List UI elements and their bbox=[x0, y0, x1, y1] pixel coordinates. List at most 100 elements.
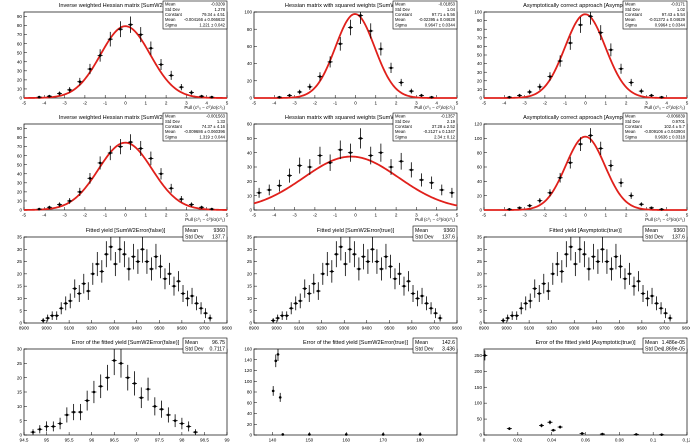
x-tick-label: 9400 bbox=[362, 326, 373, 331]
marker bbox=[123, 252, 126, 256]
data-point bbox=[168, 70, 174, 80]
stats-label: Mean bbox=[185, 228, 198, 234]
marker bbox=[129, 23, 132, 26]
marker bbox=[78, 80, 82, 84]
marker bbox=[587, 267, 591, 271]
x-tick-label: -1 bbox=[563, 101, 568, 106]
marker bbox=[271, 389, 275, 393]
marker bbox=[257, 191, 261, 195]
y-tick-label: 80 bbox=[17, 135, 23, 140]
stats-value: -0.0171 bbox=[671, 2, 686, 7]
data-point bbox=[633, 433, 639, 436]
stats-label: Sigma bbox=[625, 22, 638, 27]
data-point bbox=[279, 311, 285, 320]
marker bbox=[359, 14, 362, 17]
y-tick-label: 90 bbox=[17, 126, 23, 131]
data-point bbox=[203, 308, 208, 319]
y-tick-label: 50 bbox=[17, 50, 23, 55]
marker bbox=[37, 95, 41, 99]
marker bbox=[180, 422, 184, 425]
stats-value: 142.6 bbox=[442, 340, 455, 346]
data-point bbox=[539, 423, 545, 428]
marker bbox=[99, 384, 102, 388]
marker bbox=[646, 297, 649, 300]
data-point bbox=[46, 205, 52, 209]
y-tick-label: 40 bbox=[247, 150, 253, 155]
stats-label: Mean bbox=[185, 340, 198, 346]
data-point bbox=[588, 128, 594, 143]
data-point bbox=[138, 387, 144, 409]
data-point bbox=[178, 84, 184, 91]
plot-frame bbox=[23, 348, 228, 436]
marker bbox=[307, 292, 311, 295]
data-point bbox=[547, 420, 553, 425]
data-point bbox=[307, 83, 313, 90]
marker bbox=[655, 302, 658, 305]
marker bbox=[389, 165, 393, 169]
y-tick-label: 0 bbox=[479, 433, 482, 438]
data-point bbox=[287, 168, 293, 183]
x-tick-label: 3 bbox=[645, 213, 648, 218]
stats-value: -0.009686 ± 0.060396 bbox=[184, 129, 226, 134]
data-point bbox=[577, 16, 583, 33]
marker bbox=[190, 91, 193, 94]
x-tick-label: 2 bbox=[625, 213, 628, 218]
stats-label: Mean bbox=[395, 2, 406, 7]
y-tick-label: 0 bbox=[479, 321, 482, 326]
data-point bbox=[648, 206, 654, 210]
data-point bbox=[49, 311, 55, 320]
data-point bbox=[67, 87, 73, 93]
data-point bbox=[370, 237, 375, 263]
marker bbox=[50, 314, 54, 317]
chart-panel-5: Hessian matrix with squared weights [Sum… bbox=[247, 112, 459, 222]
y-tick-label: 60 bbox=[17, 41, 23, 46]
data-point bbox=[645, 290, 650, 307]
data-point bbox=[271, 386, 275, 396]
stats-label: Mean bbox=[625, 2, 636, 7]
marker bbox=[518, 94, 521, 97]
stats-label: Constant bbox=[395, 12, 413, 17]
marker bbox=[177, 279, 180, 283]
data-point bbox=[546, 282, 551, 300]
marker bbox=[73, 287, 77, 290]
chart-title: Fitted yield [Asymptotic(true)] bbox=[549, 228, 622, 234]
data-point bbox=[168, 183, 174, 193]
chart-panel-10: Error of the fitted yield [SumW2Error(fa… bbox=[17, 337, 230, 443]
data-point bbox=[281, 433, 285, 436]
marker bbox=[353, 252, 356, 256]
marker bbox=[127, 267, 131, 271]
marker bbox=[357, 267, 361, 271]
stats-box: Mean 96.75 Std Dev 0.7117 bbox=[182, 337, 228, 354]
marker bbox=[619, 265, 622, 268]
data-point bbox=[424, 296, 429, 311]
data-point bbox=[158, 168, 164, 180]
y-tick-label: 40 bbox=[477, 179, 483, 184]
data-point bbox=[209, 207, 215, 211]
marker bbox=[601, 247, 604, 251]
marker bbox=[558, 176, 562, 180]
stats-box: Mean -0.01853 Std Dev 1.04 Constant 97.71 ± 5… bbox=[392, 0, 458, 30]
marker bbox=[79, 410, 82, 414]
data-point bbox=[180, 285, 186, 303]
y-tick-label: 80 bbox=[477, 150, 483, 155]
data-point bbox=[573, 251, 578, 277]
marker bbox=[389, 66, 393, 70]
data-point bbox=[378, 42, 384, 56]
y-tick-label: 15 bbox=[247, 284, 253, 289]
x-tick-label: 96 bbox=[89, 438, 95, 443]
marker bbox=[538, 85, 542, 89]
x-tick-label: -3 bbox=[523, 213, 528, 218]
data-point bbox=[287, 93, 293, 97]
marker bbox=[210, 95, 214, 99]
data-point bbox=[148, 41, 154, 55]
data-point bbox=[63, 296, 68, 311]
marker bbox=[589, 14, 592, 18]
plot-frame bbox=[483, 348, 688, 436]
x-tick-label: -4 bbox=[502, 213, 507, 218]
data-point bbox=[388, 159, 394, 175]
data-point bbox=[638, 202, 644, 207]
data-point bbox=[509, 311, 515, 320]
x-tick-label: -5 bbox=[482, 213, 487, 218]
data-point bbox=[171, 276, 177, 296]
data-point bbox=[506, 95, 512, 99]
